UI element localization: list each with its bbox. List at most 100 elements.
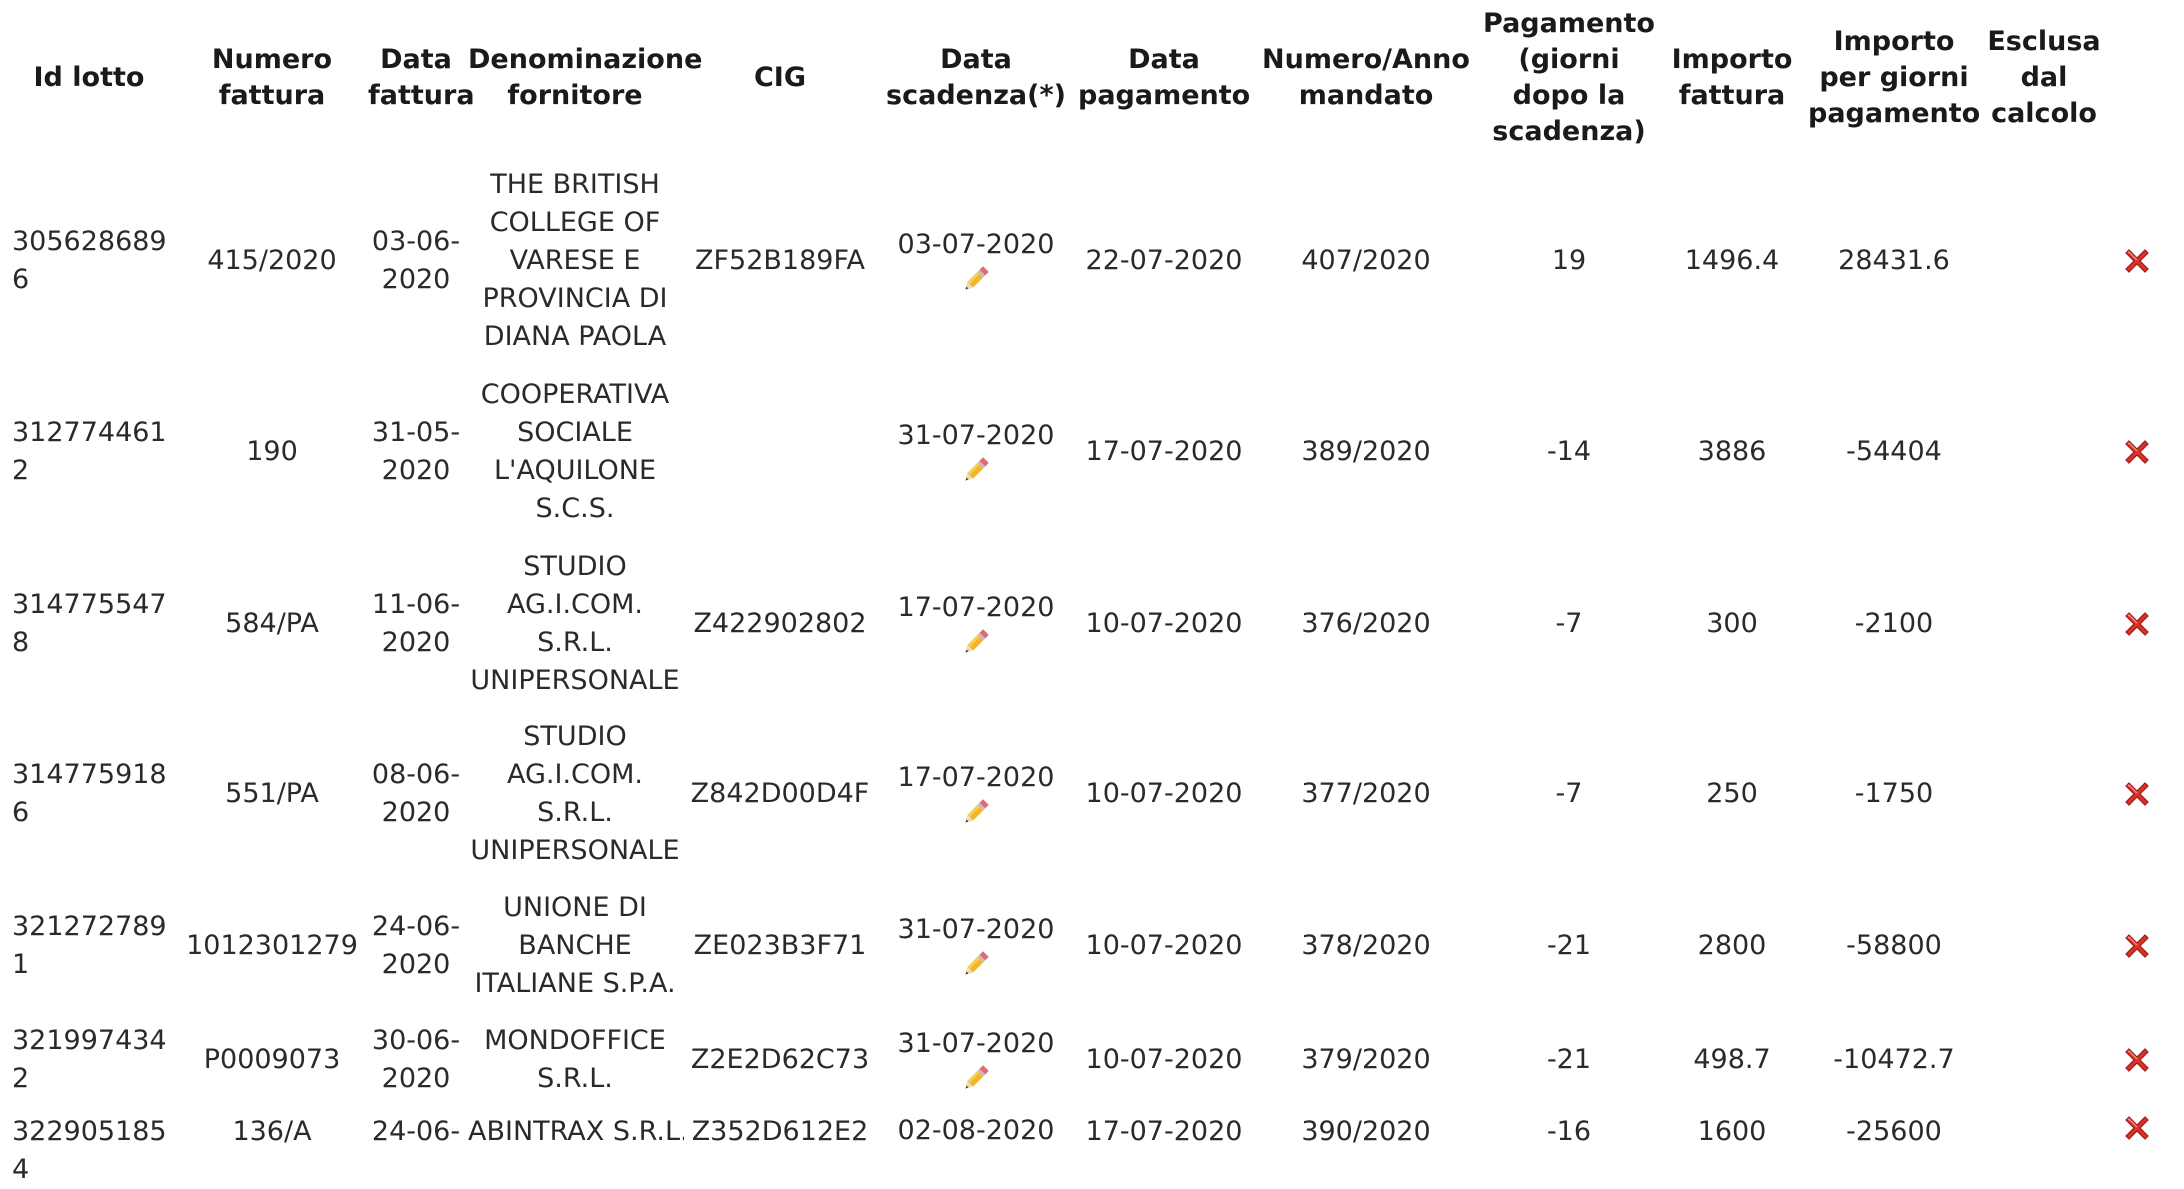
cell-data-scadenza: 31-07-2020	[876, 1013, 1076, 1107]
cell-importo: 3886	[1697, 436, 1767, 467]
delete-x-icon[interactable]	[2120, 244, 2154, 278]
col-header-cig: CIG	[753, 62, 807, 93]
delete-x-icon[interactable]	[2120, 1043, 2154, 1077]
cell-data-fattura: 24-06-2020	[371, 911, 461, 980]
cell-id-lotto: 3147759186	[12, 759, 167, 828]
cell-action	[2106, 879, 2184, 1013]
cell-data-fattura: 03-06-2020	[371, 225, 461, 295]
cell-fornitore: STUDIO AG.I.COM. S.R.L. UNIPERSONALE	[470, 721, 680, 866]
cell-numero-fattura: P0009073	[203, 1044, 341, 1075]
col-header-importo-fattura: Importo fattura	[1671, 44, 1793, 111]
cell-data-scadenza: 02-08-2020	[876, 1107, 1076, 1189]
cell-data-fattura: 30-06-2020	[371, 1025, 461, 1094]
cell-esclusa	[1982, 539, 2106, 709]
data-scadenza-value: 17-07-2020	[897, 762, 1055, 793]
cell-numero-fattura: 584/PA	[225, 608, 319, 639]
cell-esclusa	[1982, 1107, 2106, 1189]
cell-data-pagamento: 17-07-2020	[1085, 1116, 1243, 1147]
pencil-icon[interactable]	[960, 263, 992, 295]
col-header-id-lotto: Id lotto	[33, 62, 145, 93]
data-scadenza-value: 17-07-2020	[897, 592, 1055, 623]
cell-importo-giorni: -54404	[1846, 436, 1942, 467]
cell-data-scadenza: 31-07-2020	[876, 365, 1076, 539]
cell-fornitore: STUDIO AG.I.COM. S.R.L. UNIPERSONALE	[470, 551, 680, 696]
cell-importo: 1600	[1697, 1116, 1767, 1147]
cell-data-pagamento: 22-07-2020	[1085, 244, 1243, 276]
cell-data-scadenza: 31-07-2020	[876, 879, 1076, 1013]
col-header-action	[2106, 0, 2184, 156]
cell-cig	[684, 365, 876, 539]
cell-giorni: -21	[1546, 1044, 1592, 1075]
delete-x-icon[interactable]	[2120, 929, 2154, 963]
cell-esclusa	[1982, 709, 2106, 879]
cell-importo: 250	[1706, 778, 1758, 809]
cell-cig: ZE023B3F71	[693, 930, 867, 961]
cell-action	[2106, 1013, 2184, 1107]
cell-cig: Z2E2D62C73	[690, 1044, 870, 1075]
cell-data-pagamento: 17-07-2020	[1085, 436, 1243, 467]
col-header-numero-fattura: Numero fattura	[211, 44, 333, 111]
cell-mandato: 378/2020	[1301, 930, 1431, 961]
cell-data-scadenza: 03-07-2020	[876, 156, 1076, 365]
cell-fornitore: MONDOFFICE S.R.L.	[484, 1025, 666, 1094]
cell-giorni: -14	[1546, 436, 1592, 467]
cell-action	[2106, 709, 2184, 879]
cell-id-lotto: 3212727891	[12, 911, 167, 980]
delete-x-icon[interactable]	[2120, 777, 2154, 811]
pencil-icon[interactable]	[960, 796, 992, 828]
cell-mandato: 377/2020	[1301, 778, 1431, 809]
cell-importo: 300	[1706, 608, 1758, 639]
delete-x-icon[interactable]	[2120, 1111, 2154, 1145]
pencil-icon[interactable]	[960, 454, 992, 486]
cell-id-lotto: 3219974342	[12, 1025, 167, 1094]
cell-fornitore: ABINTRAX S.R.L.	[468, 1116, 684, 1147]
cell-mandato: 390/2020	[1301, 1116, 1431, 1147]
cell-giorni: -21	[1546, 930, 1592, 961]
table-row: 3147755478 584/PA 11-06-2020 STUDIO AG.I…	[0, 539, 2184, 709]
cell-numero-fattura: 1012301279	[186, 930, 358, 961]
cell-numero-fattura: 136/A	[232, 1116, 312, 1147]
delete-x-icon[interactable]	[2120, 435, 2154, 469]
data-scadenza-value: 03-07-2020	[897, 228, 1055, 260]
table-row: 3229051854 136/A 24-06- ABINTRAX S.R.L. …	[0, 1107, 2184, 1189]
cell-giorni: -7	[1555, 778, 1583, 809]
cell-numero-fattura: 551/PA	[225, 778, 319, 809]
col-header-pagamento-giorni: Pagamento (giorni dopo la scadenza)	[1483, 8, 1655, 147]
table-row: 3219974342 P0009073 30-06-2020 MONDOFFIC…	[0, 1013, 2184, 1107]
header-row: Id lotto Numero fattura Data fattura Den…	[0, 0, 2184, 156]
cell-numero-fattura: 415/2020	[207, 244, 337, 276]
cell-esclusa	[1982, 156, 2106, 365]
data-scadenza-value: 31-07-2020	[897, 1028, 1055, 1059]
cell-importo-giorni: -10472.7	[1833, 1044, 1955, 1075]
cell-id-lotto: 3229051854	[12, 1116, 167, 1185]
delete-x-icon[interactable]	[2120, 607, 2154, 641]
cell-data-scadenza: 17-07-2020	[876, 539, 1076, 709]
cell-data-pagamento: 10-07-2020	[1085, 608, 1243, 639]
col-header-data-fattura: Data fattura	[368, 44, 475, 111]
cell-esclusa	[1982, 879, 2106, 1013]
cell-id-lotto: 3147755478	[12, 589, 167, 658]
cell-importo: 2800	[1697, 930, 1767, 961]
cell-fornitore: UNIONE DI BANCHE ITALIANE S.P.A.	[474, 892, 676, 999]
col-header-denominazione-fornitore: Denominazione fornitore	[468, 44, 703, 111]
cell-giorni: 19	[1551, 244, 1587, 276]
cell-data-fattura: 08-06-2020	[371, 759, 461, 828]
pencil-icon[interactable]	[960, 948, 992, 980]
pencil-icon[interactable]	[960, 1062, 992, 1094]
cell-id-lotto: 3056286896	[12, 225, 167, 295]
cell-esclusa	[1982, 365, 2106, 539]
pencil-icon[interactable]	[960, 626, 992, 658]
cell-cig: Z422902802	[693, 608, 867, 639]
cell-data-pagamento: 10-07-2020	[1085, 778, 1243, 809]
cell-id-lotto: 3127744612	[12, 417, 167, 486]
cell-importo-giorni: -1750	[1854, 778, 1934, 809]
table-header: Id lotto Numero fattura Data fattura Den…	[0, 0, 2184, 156]
cell-action	[2106, 156, 2184, 365]
cell-data-pagamento: 10-07-2020	[1085, 930, 1243, 961]
cell-importo-giorni: -58800	[1846, 930, 1942, 961]
table-row: 3056286896 415/2020 03-06-2020 THE BRITI…	[0, 156, 2184, 365]
cell-cig: ZF52B189FA	[695, 244, 865, 276]
col-header-data-scadenza: Data scadenza(*)	[886, 44, 1066, 111]
cell-importo-giorni: 28431.6	[1838, 244, 1950, 276]
cell-importo-giorni: -25600	[1846, 1116, 1942, 1147]
